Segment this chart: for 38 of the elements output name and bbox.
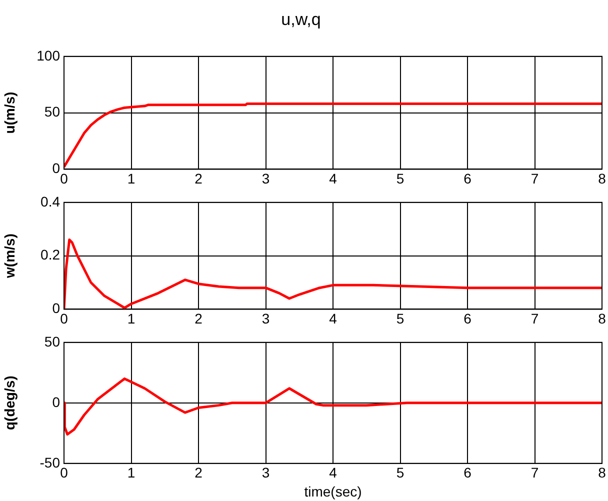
x-axis-title: time(sec) xyxy=(304,483,362,500)
y-tick-label: 100 xyxy=(36,47,60,64)
x-tick-label: 6 xyxy=(464,310,472,326)
x-tick-label: 7 xyxy=(530,464,539,481)
y-tick-label: 0 xyxy=(52,160,60,176)
x-tick-label: 5 xyxy=(396,170,404,186)
x-tick-label: 2 xyxy=(194,170,203,186)
x-tick-label: 2 xyxy=(194,310,203,326)
x-tick-label: 8 xyxy=(598,170,606,186)
x-tick-label: 7 xyxy=(530,310,539,326)
y-axis-title: u(m/s) xyxy=(1,92,18,134)
y-tick-label: 0.4 xyxy=(40,193,60,210)
x-tick-label: 3 xyxy=(262,310,270,326)
x-tick-label: 1 xyxy=(127,310,136,326)
x-tick-label: 1 xyxy=(127,170,136,186)
x-tick-label: 8 xyxy=(598,464,606,481)
y-tick-label: 50 xyxy=(44,104,60,120)
x-tick-label: 4 xyxy=(329,464,338,481)
x-tick-label: 6 xyxy=(464,170,472,186)
y-tick-label: 50 xyxy=(44,333,60,350)
x-tick-label: 4 xyxy=(329,170,338,186)
x-tick-label: 1 xyxy=(127,464,136,481)
x-tick-label: 4 xyxy=(329,310,338,326)
x-tick-label: 2 xyxy=(194,464,203,481)
x-tick-label: 7 xyxy=(530,170,539,186)
x-tick-label: 3 xyxy=(262,170,270,186)
x-tick-label: 8 xyxy=(598,310,606,326)
y-tick-label: 0 xyxy=(52,394,60,410)
x-tick-label: 5 xyxy=(396,310,404,326)
chart-title: u,w,q xyxy=(281,10,321,29)
x-tick-label: 3 xyxy=(262,464,270,481)
x-tick-label: 5 xyxy=(396,464,404,481)
y-axis-title: w(m/s) xyxy=(1,234,18,279)
y-tick-label: -50 xyxy=(40,454,60,470)
y-axis-title: q(deg/s) xyxy=(1,376,18,430)
y-tick-label: 0 xyxy=(52,300,60,316)
x-tick-label: 6 xyxy=(464,464,472,481)
y-tick-label: 0.2 xyxy=(40,246,60,263)
